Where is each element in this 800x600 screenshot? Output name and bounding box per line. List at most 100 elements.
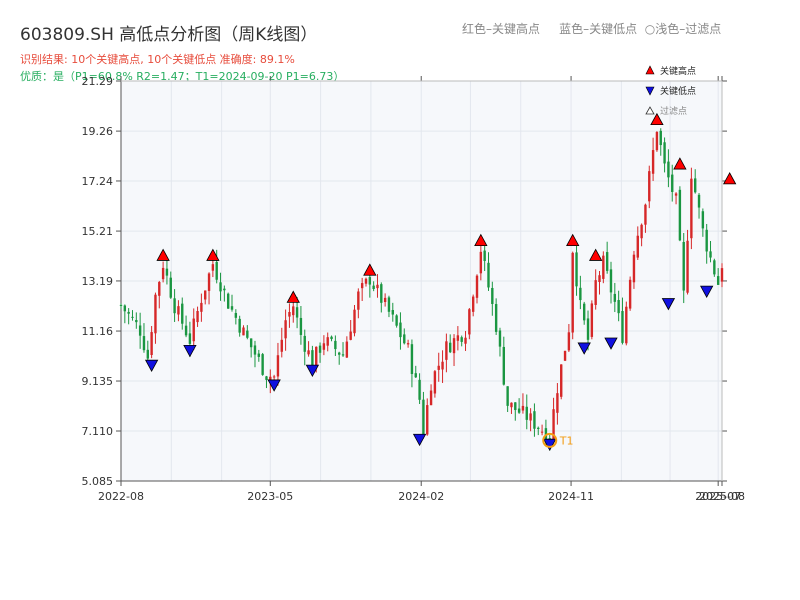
candle-body	[292, 306, 295, 316]
x-tick-label: 2024-11	[548, 490, 594, 503]
candle	[322, 335, 326, 356]
key-low-marker	[144, 359, 159, 373]
candle	[238, 315, 241, 337]
t1-marker	[542, 432, 558, 448]
candle	[517, 398, 521, 414]
candle-body	[146, 349, 149, 359]
candle	[502, 336, 506, 386]
candle-body	[150, 332, 153, 356]
candle-body	[395, 315, 398, 326]
candle	[226, 292, 230, 309]
candles	[119, 128, 724, 451]
candle	[360, 277, 364, 302]
candle-body	[337, 352, 341, 355]
candle	[307, 341, 310, 357]
candle-body	[671, 174, 674, 192]
candle-body	[720, 268, 724, 282]
x-tick-label: 2023-05	[247, 490, 293, 503]
candle-body	[552, 409, 555, 442]
candle	[154, 292, 157, 344]
candle	[376, 274, 379, 298]
candle-body	[510, 402, 513, 408]
candle-body	[299, 317, 303, 335]
candle-body	[276, 355, 280, 377]
candle	[142, 323, 146, 353]
candle	[648, 165, 651, 209]
candle-body	[322, 343, 326, 350]
candle	[169, 271, 172, 299]
candle-body	[713, 260, 716, 275]
candle-body	[605, 252, 609, 271]
candle	[345, 336, 349, 358]
candle	[131, 310, 134, 321]
candle	[697, 193, 701, 219]
candle-body	[491, 287, 494, 305]
x-tick-label: 2025-07	[695, 490, 741, 503]
candle-body	[594, 280, 597, 305]
page-title: 603809.SH 高低点分析图（周K线图）	[20, 25, 318, 45]
candle	[299, 305, 303, 345]
candle	[380, 282, 383, 313]
candle	[215, 249, 218, 284]
candle-body	[372, 285, 375, 290]
candle	[598, 270, 601, 295]
candle-body	[533, 411, 536, 429]
candle-body	[311, 350, 314, 368]
candle-body	[261, 354, 264, 375]
candle-body	[648, 171, 651, 202]
key-low-marker	[543, 438, 557, 452]
candle	[674, 192, 678, 205]
candle-body	[215, 261, 218, 280]
y-tick-label: 21.29	[82, 75, 114, 88]
candle-body	[368, 277, 372, 285]
candle	[418, 373, 421, 405]
quality-summary: 优质：是（P1=60.8% R2=1.47；T1=2024-09-20 P1=6…	[20, 70, 345, 83]
legend-low-icon	[645, 86, 655, 96]
candle	[276, 342, 280, 386]
candle	[223, 285, 226, 302]
candle	[537, 426, 540, 436]
candle	[449, 334, 452, 354]
candle	[644, 203, 647, 233]
candle	[617, 290, 620, 322]
candle-body	[161, 267, 165, 280]
candle	[456, 326, 460, 351]
candle	[487, 252, 490, 291]
candle-body	[529, 413, 532, 421]
candle-body	[521, 405, 525, 411]
candle-body	[502, 346, 506, 385]
candle-body	[284, 320, 287, 339]
candle	[609, 261, 613, 304]
candle-body	[169, 277, 172, 298]
candle	[219, 272, 222, 301]
key-low-marker	[267, 379, 281, 392]
candle-body	[640, 224, 643, 239]
y-tick-label: 15.21	[82, 225, 114, 238]
candle	[119, 303, 123, 309]
candle-body	[181, 303, 184, 324]
candle-body	[460, 337, 463, 342]
candle-body	[288, 312, 291, 317]
candle-body	[123, 305, 127, 312]
key-low-marker	[661, 298, 676, 311]
candle-body	[579, 287, 582, 301]
candle-body	[426, 405, 429, 435]
candle-body	[567, 332, 571, 351]
candle-body	[257, 353, 261, 357]
key-low-marker	[700, 285, 714, 298]
candle-body	[433, 371, 437, 394]
y-tick-label: 11.16	[82, 325, 114, 338]
candle-body	[177, 306, 180, 315]
candle-body	[429, 390, 433, 406]
candle-body	[632, 254, 636, 283]
candle-body	[341, 354, 345, 356]
candle	[330, 335, 333, 342]
candle	[682, 232, 685, 304]
candle-body	[506, 386, 509, 406]
candle-body	[517, 408, 521, 413]
candle	[441, 350, 444, 383]
candle-body	[154, 294, 157, 334]
candle-body	[280, 339, 283, 352]
candle	[426, 398, 429, 436]
candle	[261, 352, 264, 376]
